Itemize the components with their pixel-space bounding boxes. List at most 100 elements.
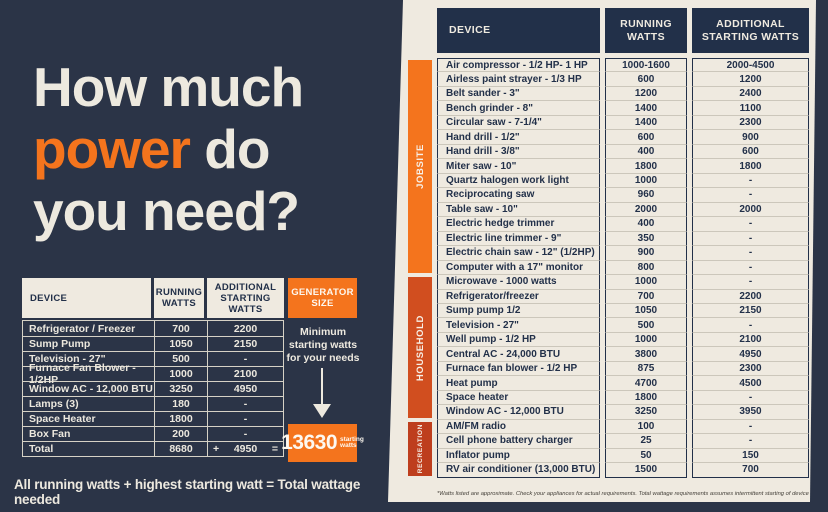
device-cell: Inflator pump (437, 448, 600, 464)
worksheet-total-row: Total 8680 +4950 = (23, 441, 283, 456)
starting-watts-cell: - (692, 275, 809, 290)
running-watts-cell: 500 (605, 318, 687, 333)
total-starting-cell: +4950 = (213, 443, 278, 455)
device-cell: Lamps (3) (23, 397, 155, 411)
reference-row: Cell phone battery charger 25- (437, 434, 809, 449)
reference-row: Window AC - 12,000 BTU 3250 3950 (437, 405, 809, 420)
running-watts-cell: 1000 (605, 173, 687, 189)
running-watts-cell: 1800 (605, 159, 687, 174)
running-watts-cell: 1200 (605, 86, 687, 102)
starting-watts-cell: 150 (692, 448, 809, 464)
worksheet-row: Window AC - 12,000 BTU 3250 4950 (23, 381, 283, 396)
device-cell: Furnace Fan Blower - 1/2HP (23, 362, 155, 386)
reference-row: Electric hedge trimmer 400- (437, 217, 809, 232)
device-cell: Well pump - 1/2 HP (437, 332, 600, 348)
total-label-cell: Total (23, 442, 155, 456)
running-watts-cell: 3800 (605, 347, 687, 362)
category-label: RECREATION (416, 424, 424, 474)
title-line-3: you need? (33, 180, 300, 242)
wattage-formula: All running watts + highest starting wat… (14, 477, 361, 507)
device-cell: Miter saw - 10" (437, 159, 600, 174)
device-cell: Bench grinder - 8" (437, 101, 600, 116)
running-watts-cell: 600 (605, 72, 687, 87)
running-watts-cell: 1400 (605, 101, 687, 116)
running-watts-cell: 3250 (605, 405, 687, 420)
device-cell: RV air conditioner (13,000 BTU) (437, 463, 600, 478)
running-watts-cell: 200 (155, 427, 208, 441)
reference-row: Inflator pump 50 150 (437, 448, 809, 464)
device-cell: Television - 27" (437, 318, 600, 333)
device-cell: Window AC - 12,000 BTU (437, 405, 600, 420)
starting-watts-cell: 2400 (692, 86, 809, 102)
running-watts-cell: 1800 (605, 390, 687, 406)
starting-watts-cell: 2000 (692, 202, 809, 218)
generator-total-unit: starting watts (340, 435, 364, 449)
reference-row: Bench grinder - 8" 1400 1100 (437, 101, 809, 116)
running-watts-cell: 400 (605, 217, 687, 232)
starting-watts-cell: 4950 (692, 347, 809, 362)
starting-watts-cell: - (692, 173, 809, 189)
reference-row: Electric line trimmer - 9" 350- (437, 231, 809, 247)
reference-row: Well pump - 1/2 HP 1000 2100 (437, 332, 809, 348)
category-bar-household: HOUSEHOLD (408, 277, 432, 419)
generator-size-header: GENERATOR SIZE (288, 278, 357, 318)
reference-table: Air compressor - 1/2 HP- 1 HP 1000-1600 20… (437, 58, 809, 478)
reference-row: Hand drill - 1/2" 600 900 (437, 130, 809, 145)
starting-watts-cell: - (692, 390, 809, 406)
reference-row: Air compressor - 1/2 HP- 1 HP 1000-1600 20… (437, 58, 809, 73)
reference-row: Sump pump 1/2 1050 2150 (437, 303, 809, 319)
running-watts-cell: 3250 (155, 382, 208, 396)
device-cell: Sump Pump (23, 337, 155, 351)
reference-header-running-watts: RUNNING WATTS (605, 8, 687, 53)
running-watts-cell: 800 (605, 260, 687, 276)
generator-total-box: 13630 starting watts (281, 424, 364, 462)
running-watts-cell: 1000-1600 (605, 58, 687, 73)
starting-watts-cell: 700 (692, 463, 809, 478)
worksheet-row: Television - 27" 500 - (23, 351, 283, 366)
running-watts-cell: 4700 (605, 376, 687, 391)
starting-watts-cell: - (243, 398, 248, 410)
device-cell: Sump pump 1/2 (437, 303, 600, 319)
starting-watts-cell: - (692, 217, 809, 232)
device-cell: Electric hedge trimmer (437, 217, 600, 232)
down-arrow-icon (321, 368, 323, 404)
running-watts-cell: 350 (605, 231, 687, 247)
starting-watts-cell: - (692, 260, 809, 276)
title-highlight: power (33, 118, 191, 180)
reference-row: Quartz halogen work light 1000- (437, 173, 809, 189)
starting-watts-cell: - (692, 231, 809, 247)
starting-watts-cell: 1800 (692, 159, 809, 174)
reference-header-additional-starting-watts: ADDITIONAL STARTING WATTS (692, 8, 809, 53)
starting-watts-cell: - (692, 246, 809, 261)
device-cell: Circular saw - 7-1/4" (437, 115, 600, 131)
reference-row: Circular saw - 7-1/4" 1400 2300 (437, 115, 809, 131)
starting-watts-cell: 1200 (692, 72, 809, 87)
category-label: HOUSEHOLD (414, 314, 426, 381)
page-title: How much power do you need? (33, 56, 383, 242)
device-cell: Electric line trimmer - 9" (437, 231, 600, 247)
device-cell: Microwave - 1000 watts (437, 275, 600, 290)
running-watts-cell: 1800 (155, 412, 208, 426)
worksheet-header-device: DEVICE (22, 278, 151, 318)
total-running-cell: 8680 (155, 442, 208, 456)
device-cell: Computer with a 17" monitor (437, 260, 600, 276)
category-bar-recreation: RECREATION (408, 422, 432, 476)
device-cell: Refrigerator/freezer (437, 289, 600, 304)
starting-watts-cell: 4500 (692, 376, 809, 391)
device-cell: Central AC - 24,000 BTU (437, 347, 600, 362)
reference-row: Miter saw - 10" 1800 1800 (437, 159, 809, 174)
device-cell: Electric chain saw - 12" (1/2HP) (437, 246, 600, 261)
reference-row: Airless paint strayer - 1/3 HP 600 1200 (437, 72, 809, 87)
starting-watts-cell: 4950 (233, 383, 258, 395)
worksheet-row: Box Fan 200 - (23, 426, 283, 441)
reference-row: Microwave - 1000 watts 1000- (437, 275, 809, 290)
worksheet-table: Refrigerator / Freezer 700 2200 Sump Pump 10… (22, 320, 284, 457)
starting-watts-cell: 2100 (692, 332, 809, 348)
running-watts-cell: 100 (605, 419, 687, 435)
running-watts-cell: 1000 (605, 275, 687, 290)
starting-watts-cell: - (243, 428, 248, 440)
starting-watts-cell: - (692, 434, 809, 449)
running-watts-cell: 400 (605, 144, 687, 160)
